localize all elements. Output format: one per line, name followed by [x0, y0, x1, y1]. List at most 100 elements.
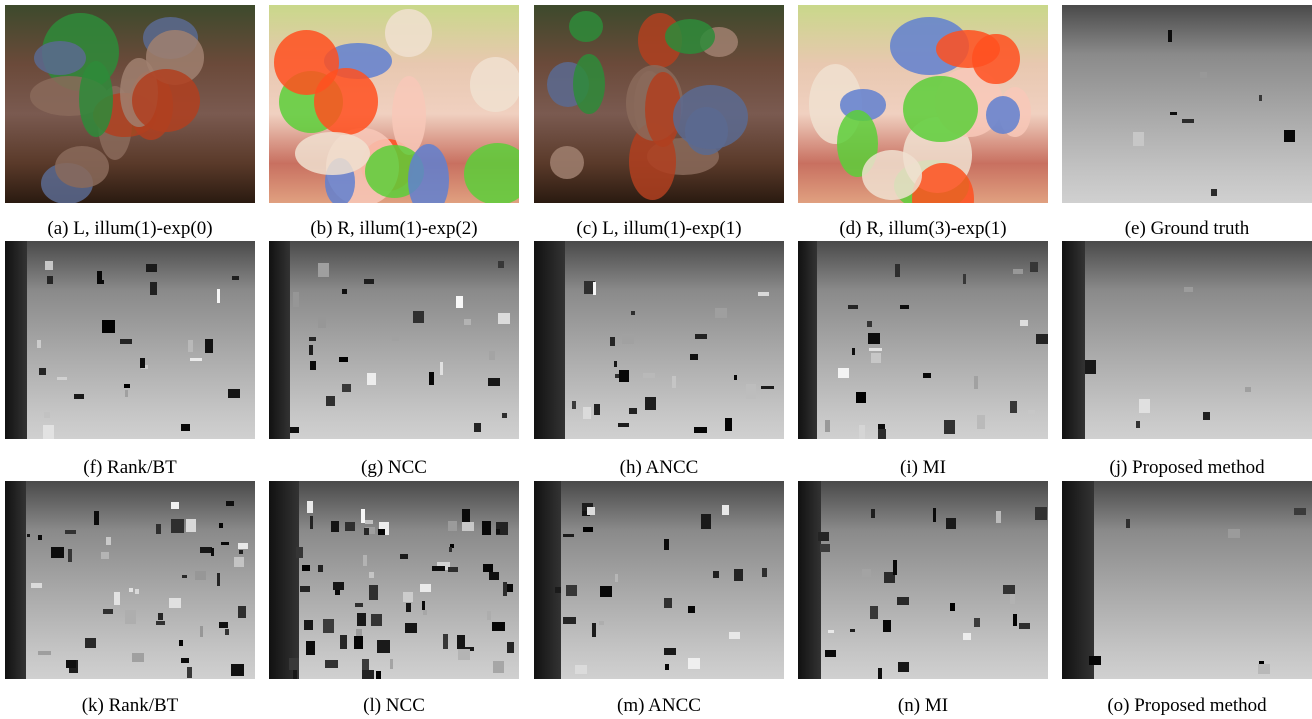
depth-error	[390, 659, 394, 669]
depth-error	[345, 522, 356, 532]
depth-error	[493, 661, 504, 673]
depth-edge	[5, 481, 26, 679]
figure-image	[534, 241, 784, 439]
depth-error	[39, 368, 46, 375]
depth-error	[219, 622, 228, 628]
depth-error	[323, 619, 334, 632]
depth-error	[563, 617, 576, 623]
depth-error	[239, 550, 243, 555]
depth-error	[440, 362, 443, 374]
depth-error	[333, 582, 344, 589]
depth-error	[331, 521, 339, 532]
figure-image	[5, 241, 255, 439]
figure-caption: (g) NCC	[262, 457, 526, 479]
depth-error	[1133, 132, 1145, 146]
figure-image	[798, 481, 1048, 679]
photo-shape	[295, 132, 370, 175]
depth-error	[363, 555, 367, 566]
depth-error	[392, 336, 399, 341]
figure-image	[269, 241, 519, 439]
depth-error	[181, 658, 189, 662]
depth-error	[106, 537, 111, 545]
depth-error	[498, 261, 504, 268]
figure-caption: (f) Rank/BT	[0, 457, 262, 479]
depth-error	[146, 264, 157, 272]
depth-error	[482, 521, 491, 536]
depth-error	[1035, 507, 1048, 520]
depth-error	[217, 289, 220, 302]
depth-error	[462, 522, 474, 531]
depth-error	[97, 271, 103, 280]
depth-error	[1089, 656, 1101, 665]
depth-error	[871, 353, 881, 363]
depth-error	[734, 569, 743, 581]
depth-error	[593, 282, 596, 294]
depth-error	[94, 511, 99, 524]
photo-shape	[392, 76, 426, 156]
depth-error	[150, 282, 157, 295]
depth-error	[1013, 269, 1023, 274]
depth-error	[186, 519, 197, 531]
depth-error	[307, 501, 313, 512]
depth-error	[1013, 614, 1016, 626]
depth-error	[188, 340, 194, 352]
depth-error	[1003, 585, 1015, 594]
figure-image	[1062, 241, 1312, 439]
depth-error	[893, 560, 896, 575]
depth-error	[1028, 410, 1035, 414]
depth-error	[309, 345, 312, 355]
depth-error	[37, 340, 42, 349]
photo-shape	[55, 146, 109, 188]
depth-error	[182, 575, 188, 578]
depth-error	[555, 587, 561, 593]
depth-error	[179, 640, 183, 647]
depth-error	[694, 427, 707, 433]
figure-caption: (c) L, illum(1)-exp(1)	[527, 218, 791, 240]
depth-error	[132, 653, 145, 662]
depth-error	[665, 664, 670, 671]
depth-error	[856, 392, 867, 403]
depth-error	[377, 640, 390, 653]
depth-error	[361, 509, 365, 523]
depth-error	[761, 386, 773, 389]
figure-caption: (d) R, illum(3)-exp(1)	[791, 218, 1055, 240]
depth-error	[422, 601, 425, 610]
depth-error	[631, 311, 635, 315]
depth-error	[1085, 360, 1096, 374]
depth-error	[129, 588, 133, 592]
depth-error	[125, 390, 129, 398]
depth-error	[701, 514, 711, 529]
photo-shape	[79, 61, 113, 137]
depth-error	[868, 333, 880, 343]
depth-edge	[798, 241, 817, 439]
depth-error	[369, 572, 373, 578]
depth-error	[125, 610, 136, 624]
figure-image	[798, 241, 1048, 439]
figure-image	[798, 5, 1048, 203]
depth-error	[688, 606, 695, 613]
depth-error	[850, 629, 855, 633]
depth-error	[187, 667, 192, 678]
depth-error	[583, 407, 591, 420]
depth-error	[448, 567, 458, 572]
depth-error	[101, 552, 109, 559]
depth-edge	[1062, 241, 1085, 439]
depth-error	[103, 609, 113, 614]
depth-error	[820, 544, 830, 552]
depth-error	[47, 276, 53, 284]
figure-image	[1062, 5, 1312, 203]
depth-error	[825, 420, 830, 432]
depth-error	[354, 636, 363, 649]
depth-error	[238, 606, 246, 618]
depth-error	[449, 547, 452, 552]
depth-error	[489, 351, 494, 360]
depth-error	[369, 585, 378, 600]
depth-error	[448, 521, 457, 531]
depth-error	[1258, 664, 1270, 674]
depth-error	[487, 611, 491, 620]
depth-edge	[1062, 481, 1094, 679]
depth-error	[1168, 30, 1172, 42]
photo-shape	[385, 9, 431, 57]
depth-error	[318, 565, 324, 572]
depth-error	[492, 622, 505, 632]
